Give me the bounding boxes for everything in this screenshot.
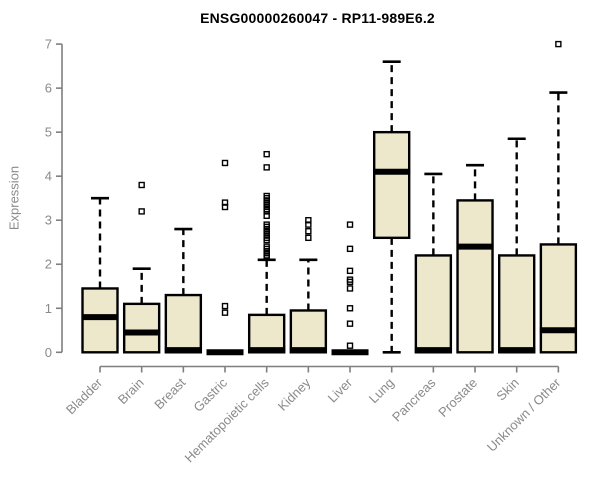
outlier-point — [346, 305, 354, 312]
iqr-box — [414, 254, 453, 354]
outlier-point — [305, 228, 312, 235]
outlier-point — [263, 164, 270, 171]
x-category-label: Skin — [493, 375, 521, 403]
iqr-box — [372, 130, 411, 240]
box-group-hematopoietic-cells — [247, 150, 286, 354]
box-group-pancreas — [414, 172, 453, 354]
chart-title: ENSG00000260047 - RP11-989E6.2 — [200, 10, 435, 26]
box-group-liver — [331, 221, 369, 356]
box-group-unknown-other — [539, 40, 578, 354]
y-tick-label: 6 — [45, 81, 52, 96]
x-category-label: Kidney — [275, 375, 314, 414]
box-group-brain — [122, 181, 161, 354]
outlier-point — [263, 150, 270, 158]
outlier-point — [346, 276, 354, 283]
outlier-point — [221, 302, 229, 310]
x-category-label: Gastric — [190, 375, 230, 415]
box-group-skin — [498, 137, 536, 354]
y-tick-label: 3 — [45, 213, 52, 228]
outlier-point — [221, 199, 229, 206]
iqr-box — [456, 199, 494, 354]
box-group-breast — [164, 227, 203, 354]
outlier-point — [555, 40, 562, 48]
y-tick-label: 7 — [45, 37, 52, 52]
outlier-point — [138, 181, 145, 189]
outlier-point — [346, 320, 354, 327]
box-group-bladder — [81, 196, 119, 354]
iqr-box — [498, 254, 536, 354]
outlier-point — [305, 234, 312, 242]
outlier-point — [221, 159, 229, 167]
iqr-box — [164, 293, 203, 354]
outlier-point — [346, 221, 354, 228]
outlier-point — [263, 243, 270, 250]
box-group-gastric — [206, 159, 244, 356]
outlier-point — [221, 309, 229, 316]
iqr-box — [289, 309, 328, 354]
x-category-label: Prostate — [435, 375, 480, 420]
x-category-label: Bladder — [63, 375, 106, 418]
iqr-box — [247, 313, 286, 354]
outlier-point — [305, 217, 312, 224]
box-group-kidney — [289, 217, 328, 354]
x-category-label: Liver — [325, 375, 356, 406]
x-category-label: Breast — [151, 375, 188, 412]
iqr-box — [81, 287, 119, 354]
x-category-label: Lung — [366, 375, 397, 406]
outlier-point — [346, 285, 354, 292]
iqr-box — [122, 302, 161, 354]
outlier-point — [263, 192, 270, 200]
outlier-point — [346, 267, 354, 275]
x-category-label: Pancreas — [389, 375, 439, 425]
outlier-point — [346, 245, 354, 253]
iqr-box — [539, 243, 578, 354]
outlier-point — [346, 342, 354, 349]
box-group-lung — [372, 60, 411, 354]
x-category-label: Brain — [115, 375, 147, 407]
box-group-prostate — [456, 163, 494, 354]
y-tick-label: 4 — [45, 169, 52, 184]
y-tick-label: 1 — [45, 301, 52, 316]
outlier-point — [263, 221, 270, 228]
y-tick-label: 5 — [45, 125, 52, 140]
y-tick-label: 2 — [45, 257, 52, 272]
outlier-point — [138, 208, 145, 215]
x-category-label: Unknown / Other — [484, 375, 564, 455]
y-tick-label: 0 — [45, 345, 52, 360]
